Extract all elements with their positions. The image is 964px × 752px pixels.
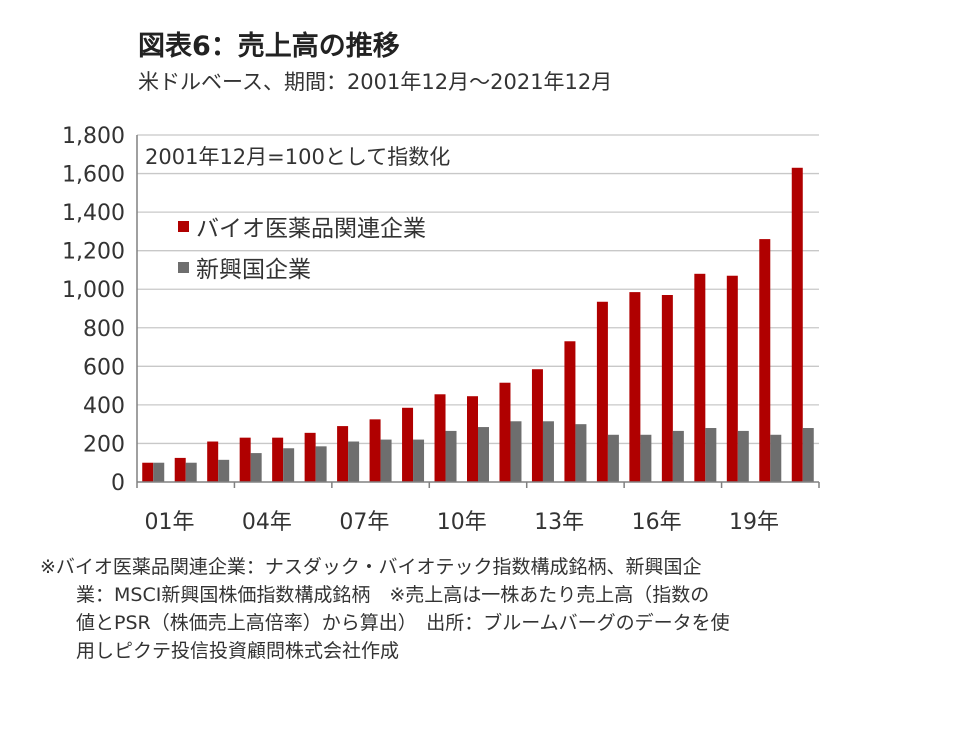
bar-bio (174, 457, 186, 482)
bar-emerging (478, 427, 489, 482)
bar-emerging (705, 428, 717, 482)
legend-swatch (178, 262, 189, 273)
bar-bio (629, 292, 641, 482)
y-tick-label: 0 (111, 471, 125, 496)
bar-bio (304, 432, 316, 482)
bar-bio (207, 441, 219, 482)
axes (136, 135, 820, 488)
index-annotation: 2001年12月=100として指数化 (145, 145, 450, 169)
bar-emerging (607, 434, 619, 482)
y-tick-label: 1,000 (62, 278, 125, 303)
x-tick-label: 04年 (242, 510, 292, 535)
bar-bio (369, 419, 381, 482)
bar-emerging (315, 446, 327, 482)
y-tick-label: 400 (83, 394, 125, 419)
legend-label: 新興国企業 (196, 257, 311, 283)
bar-bio (142, 462, 154, 482)
bar-emerging (802, 428, 814, 482)
y-tick-label: 600 (83, 355, 125, 380)
bar-bio (759, 239, 771, 482)
bar-bio (272, 437, 284, 482)
legend-label: バイオ医薬品関連企業 (196, 216, 426, 242)
bar-emerging (640, 434, 652, 482)
legend-swatch (178, 221, 189, 232)
footnote-line: 値とPSR（株価売上高倍率）から算出） 出所：ブルームバーグのデータを使 (76, 612, 730, 634)
bar-bio (564, 341, 576, 482)
x-tick-label: 19年 (729, 510, 779, 535)
x-tick-label: 01年 (144, 510, 194, 535)
chart-subtitle: 米ドルベース、期間：2001年12月～2021年12月 (138, 70, 613, 94)
y-tick-labels: 0 200 400 600 800 1,000 1,200 1,400 1,600 1,800 (62, 124, 125, 496)
footnote-line: 用しピクテ投信投資顧問株式会社作成 (76, 640, 400, 662)
bar-bio (434, 394, 446, 482)
bar-emerging (380, 439, 392, 482)
bar-bio (402, 407, 414, 482)
bar-emerging (445, 430, 457, 482)
bar-emerging (185, 462, 197, 482)
bar-bio (239, 437, 251, 482)
bar-emerging (770, 434, 782, 482)
x-tick-label: 10年 (437, 510, 487, 535)
footnote-line: 業：MSCI新興国株価指数構成銘柄 ※売上高は一株あたり売上高（指数の (76, 584, 710, 606)
x-tick-label: 07年 (339, 510, 389, 535)
y-tick-label: 200 (83, 432, 125, 457)
bar-emerging (575, 424, 587, 482)
y-tick-label: 800 (83, 317, 125, 342)
bar-emerging (737, 430, 749, 482)
bar-emerging (153, 462, 165, 482)
x-tick-label: 16年 (632, 510, 682, 535)
bar-bio (694, 273, 706, 482)
bar-emerging (672, 430, 684, 482)
x-tick-labels: 01年 04年 07年 10年 13年 16年 19年 (144, 510, 779, 535)
bar-bio (499, 382, 511, 482)
bar-emerging (348, 441, 360, 482)
y-tick-label: 1,600 (62, 163, 125, 188)
footnote: ※バイオ医薬品関連企業：ナスダック・バイオテック指数構成銘柄、新興国企 業：MS… (40, 553, 840, 665)
y-tick-label: 1,200 (62, 240, 125, 265)
footnote-line: ※バイオ医薬品関連企業：ナスダック・バイオテック指数構成銘柄、新興国企 (40, 556, 702, 578)
bar-emerging (283, 448, 295, 482)
bar-emerging (413, 439, 425, 482)
bar-bio (791, 167, 803, 482)
bar-bio (531, 369, 543, 482)
bar-bio (661, 295, 673, 482)
bars (142, 167, 814, 482)
bar-bio (337, 426, 349, 482)
y-tick-label: 1,800 (62, 124, 125, 149)
bar-chart: 0 200 400 600 800 1,000 1,200 1,400 1,600 1,800 0… (62, 124, 820, 535)
bar-bio (596, 301, 608, 482)
chart-title: 図表6：売上高の推移 (138, 31, 400, 62)
bar-emerging (250, 453, 262, 482)
y-tick-label: 1,400 (62, 201, 125, 226)
bar-bio (726, 275, 738, 482)
bar-bio (467, 396, 478, 482)
bar-emerging (218, 459, 230, 482)
x-tick-label: 13年 (534, 510, 584, 535)
bar-emerging (510, 421, 522, 482)
bar-emerging (542, 421, 554, 482)
